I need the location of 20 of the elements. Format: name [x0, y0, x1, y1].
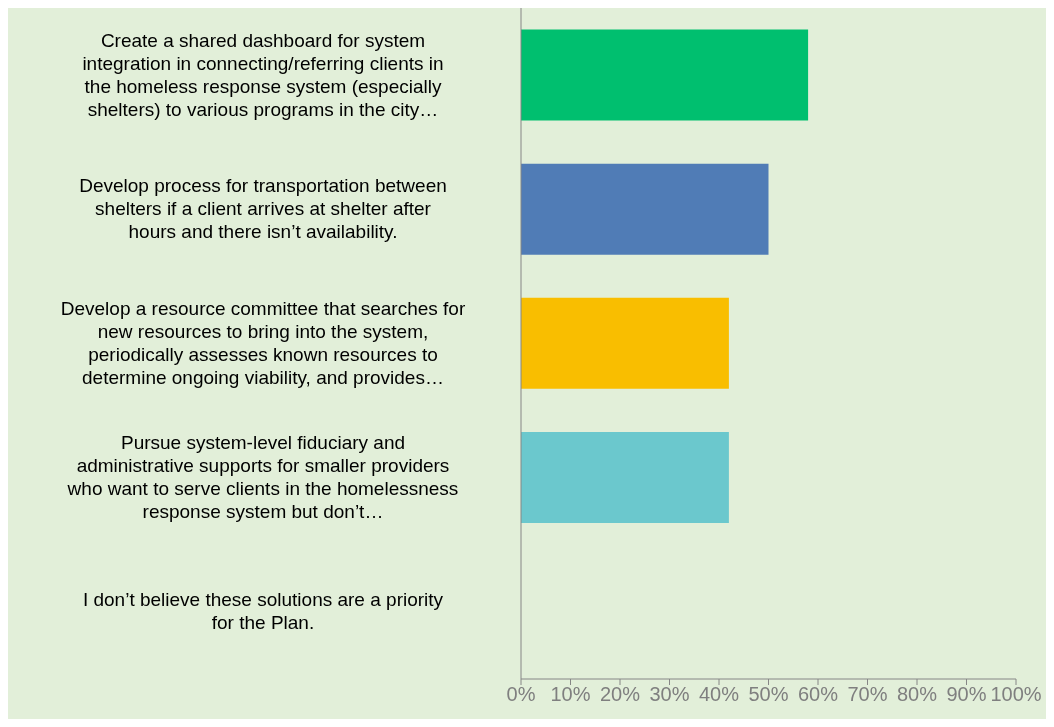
- x-tick-label: 80%: [896, 683, 938, 706]
- x-tick-label: 30%: [649, 683, 690, 706]
- x-tick-label: 100%: [990, 683, 1042, 706]
- x-tick-label: 70%: [847, 683, 888, 706]
- bar: [521, 297, 729, 389]
- x-tick-label: 90%: [946, 683, 987, 706]
- x-tick-label: 40%: [698, 683, 740, 706]
- x-tick-label: 20%: [599, 683, 641, 706]
- y-tick-label: Pursue system-level fiduciary and administrative supports for smaller providers who want to serve clients in the homelessness response system but don’t…: [66, 432, 459, 523]
- bar: [521, 432, 729, 524]
- y-tick-label: Create a shared dashboard for system integration in connecting/referring clients in the homeless response system (especially shelters) to various programs in the city…: [82, 29, 444, 120]
- y-tick-label: Develop a resource committee that searches for new resources to bring into the system, periodically assesses known resources to determine ongoing viability, and provides…: [60, 298, 466, 388]
- bar: [521, 29, 809, 121]
- x-tick-label: 0%: [506, 683, 536, 706]
- x-tick-label: 10%: [550, 683, 591, 706]
- y-tick-label: Develop process for transportation between shelters if a client arrives at shelter after hours and there isn’t availability.: [79, 175, 447, 243]
- x-tick-label: 50%: [748, 683, 789, 706]
- bar: [521, 163, 769, 255]
- y-tick-label: I don’t believe these solutions are a priority for the Plan.: [82, 589, 444, 634]
- x-tick-label: 60%: [797, 683, 839, 706]
